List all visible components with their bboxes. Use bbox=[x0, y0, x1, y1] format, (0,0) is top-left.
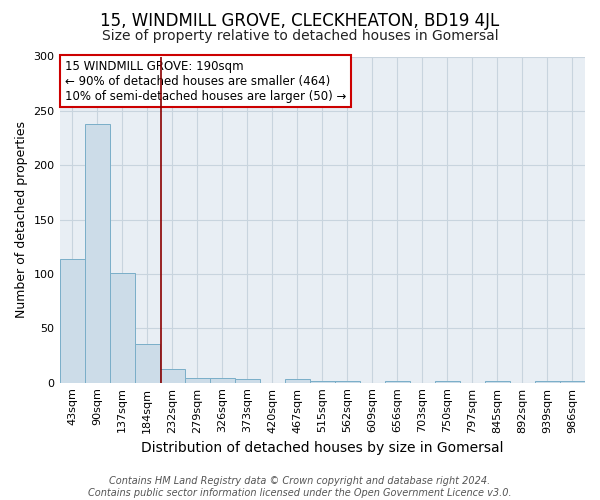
Bar bbox=[59, 258, 85, 382]
Bar bbox=[385, 380, 410, 382]
Bar bbox=[435, 380, 460, 382]
Bar bbox=[535, 380, 560, 382]
Bar bbox=[235, 380, 260, 382]
Bar bbox=[160, 368, 185, 382]
Bar bbox=[560, 380, 585, 382]
Text: 15, WINDMILL GROVE, CLECKHEATON, BD19 4JL: 15, WINDMILL GROVE, CLECKHEATON, BD19 4J… bbox=[100, 12, 500, 30]
Text: Size of property relative to detached houses in Gomersal: Size of property relative to detached ho… bbox=[101, 29, 499, 43]
Bar bbox=[85, 124, 110, 382]
Bar bbox=[310, 380, 335, 382]
Bar bbox=[285, 380, 310, 382]
Bar bbox=[485, 380, 510, 382]
Bar bbox=[110, 273, 134, 382]
Bar bbox=[134, 344, 160, 382]
Bar bbox=[209, 378, 235, 382]
Bar bbox=[335, 380, 360, 382]
Y-axis label: Number of detached properties: Number of detached properties bbox=[15, 121, 28, 318]
Text: 15 WINDMILL GROVE: 190sqm
← 90% of detached houses are smaller (464)
10% of semi: 15 WINDMILL GROVE: 190sqm ← 90% of detac… bbox=[65, 60, 346, 103]
Bar bbox=[185, 378, 209, 382]
Text: Contains HM Land Registry data © Crown copyright and database right 2024.
Contai: Contains HM Land Registry data © Crown c… bbox=[88, 476, 512, 498]
X-axis label: Distribution of detached houses by size in Gomersal: Distribution of detached houses by size … bbox=[141, 441, 503, 455]
